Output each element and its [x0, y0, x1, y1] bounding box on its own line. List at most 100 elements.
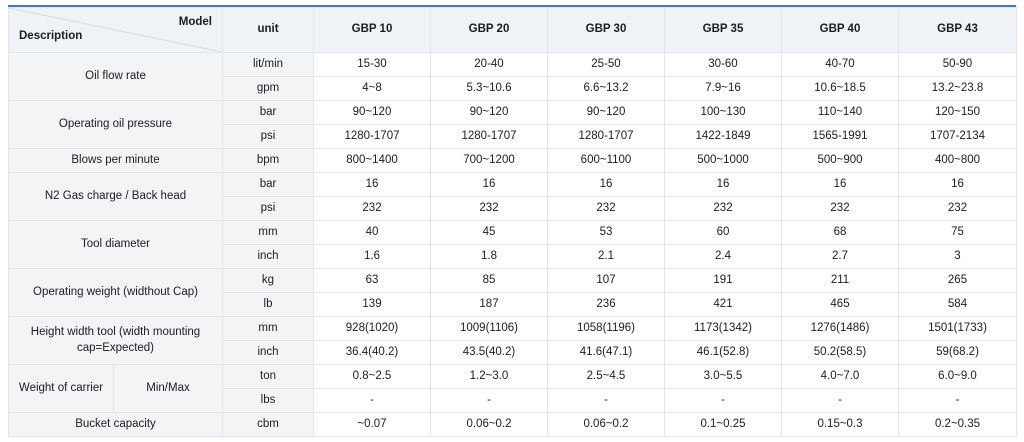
value-cell: - [664, 388, 782, 413]
description-cell: Bucket capacity [8, 412, 223, 437]
value-cell: 68 [781, 220, 899, 245]
value-cell: 30-60 [664, 52, 782, 77]
value-cell: 800~1400 [313, 148, 431, 173]
value-cell: 1009(1106) [430, 316, 548, 341]
value-cell: 232 [664, 196, 782, 221]
table-row: lb 139 187 236 421 465 584 [9, 292, 1017, 317]
unit-cell: inch [222, 340, 314, 365]
description-cell: Blows per minute [8, 148, 223, 173]
value-cell: 0.1~0.25 [664, 412, 782, 437]
unit-cell: inch [222, 244, 314, 269]
value-cell: 16 [313, 172, 431, 197]
value-cell: 236 [547, 292, 665, 317]
unit-cell: bar [222, 100, 314, 125]
corner-model-label: Model [178, 16, 212, 28]
value-cell: 139 [313, 292, 431, 317]
model-header-gbp10: GBP 10 [313, 7, 431, 53]
value-cell: 6.6~13.2 [547, 76, 665, 101]
table-row: psi 1280-1707 1280-1707 1280-1707 1422-1849 1… [9, 124, 1017, 149]
model-header-gbp43: GBP 43 [898, 7, 1017, 53]
value-cell: 0.8~2.5 [313, 364, 431, 389]
value-cell: 5.3~10.6 [430, 76, 548, 101]
value-cell: 232 [313, 196, 431, 221]
value-cell: 16 [781, 172, 899, 197]
value-cell: 1058(1196) [547, 316, 665, 341]
value-cell: 53 [547, 220, 665, 245]
corner-header-cell: Model Description [8, 7, 223, 53]
value-cell: 1173(1342) [664, 316, 782, 341]
value-cell: 232 [547, 196, 665, 221]
value-cell: 1707-2134 [898, 124, 1017, 149]
unit-cell: psi [222, 196, 314, 221]
value-cell: 10.6~18.5 [781, 76, 899, 101]
unit-cell: cbm [222, 412, 314, 437]
value-cell: 1.8 [430, 244, 548, 269]
value-cell: 3.0~5.5 [664, 364, 782, 389]
unit-cell: mm [222, 220, 314, 245]
value-cell: 75 [898, 220, 1017, 245]
corner-description-label: Description [19, 30, 83, 43]
unit-cell: gpm [222, 76, 314, 101]
table-row: Height width tool (width mounting cap=Ex… [8, 316, 1017, 365]
value-cell: 928(1020) [313, 316, 431, 341]
unit-cell: bar [222, 172, 314, 197]
value-cell: 600~1100 [547, 148, 665, 173]
value-cell: 36.4(40.2) [313, 340, 431, 365]
value-cell: 63 [313, 268, 431, 293]
value-cell: 1422-1849 [664, 124, 782, 149]
value-cell: - [898, 388, 1017, 413]
table-row: Bucket capacity cbm ~0.07 0.06~0.2 0.06~0.2 0… [8, 412, 1017, 437]
value-cell: 232 [898, 196, 1017, 221]
value-cell: 0.06~0.2 [547, 412, 665, 437]
value-cell: 0.06~0.2 [430, 412, 548, 437]
description-cell: Oil flow rate [8, 52, 223, 101]
value-cell: 16 [898, 172, 1017, 197]
value-cell: 1280-1707 [547, 124, 665, 149]
description-cell: Weight of carrier [8, 364, 114, 413]
value-cell: 40-70 [781, 52, 899, 77]
value-cell: 50.2(58.5) [781, 340, 899, 365]
value-cell: 90~120 [313, 100, 431, 125]
value-cell: - [547, 388, 665, 413]
unit-cell: ton [222, 364, 314, 389]
value-cell: 110~140 [781, 100, 899, 125]
model-header-gbp35: GBP 35 [664, 7, 782, 53]
table-row: psi 232 232 232 232 232 232 [9, 196, 1017, 221]
description-cell: Tool diameter [8, 220, 223, 269]
table-row: Tool diameter mm 40 45 53 60 68 75 [8, 220, 1017, 269]
value-cell: 2.1 [547, 244, 665, 269]
value-cell: 700~1200 [430, 148, 548, 173]
spec-table: Model Description unit GBP 10 GBP 20 GBP… [8, 7, 1017, 437]
table-row: inch 36.4(40.2) 43.5(40.2) 41.6(47.1) 46.1(5… [9, 340, 1017, 365]
value-cell: 20-40 [430, 52, 548, 77]
value-cell: 500~1000 [664, 148, 782, 173]
value-cell: 43.5(40.2) [430, 340, 548, 365]
value-cell: 1.2~3.0 [430, 364, 548, 389]
value-cell: 0.2~0.35 [898, 412, 1017, 437]
value-cell: 60 [664, 220, 782, 245]
table-row: Blows per minute bpm 800~1400 700~1200 600~1… [8, 148, 1017, 173]
value-cell: 191 [664, 268, 782, 293]
unit-cell: psi [222, 124, 314, 149]
description-cell: Operating oil pressure [8, 100, 223, 149]
value-cell: 3 [898, 244, 1017, 269]
value-cell: 187 [430, 292, 548, 317]
value-cell: 90~120 [547, 100, 665, 125]
value-cell: 16 [430, 172, 548, 197]
value-cell: 25-50 [547, 52, 665, 77]
value-cell: 85 [430, 268, 548, 293]
value-cell: 120~150 [898, 100, 1017, 125]
value-cell: 1565-1991 [781, 124, 899, 149]
value-cell: 265 [898, 268, 1017, 293]
value-cell: - [430, 388, 548, 413]
table-row: Oil flow rate lit/min 15-30 20-40 25-50 30-60… [8, 52, 1017, 101]
description-cell: Operating weight (widthout Cap) [8, 268, 223, 317]
value-cell: 15-30 [313, 52, 431, 77]
model-header-gbp30: GBP 30 [547, 7, 665, 53]
value-cell: 232 [781, 196, 899, 221]
value-cell: 4.0~7.0 [781, 364, 899, 389]
value-cell: 1276(1486) [781, 316, 899, 341]
table-row: Operating oil pressure bar 90~120 90~120 90~… [8, 100, 1017, 149]
value-cell: 45 [430, 220, 548, 245]
unit-cell: mm [222, 316, 314, 341]
